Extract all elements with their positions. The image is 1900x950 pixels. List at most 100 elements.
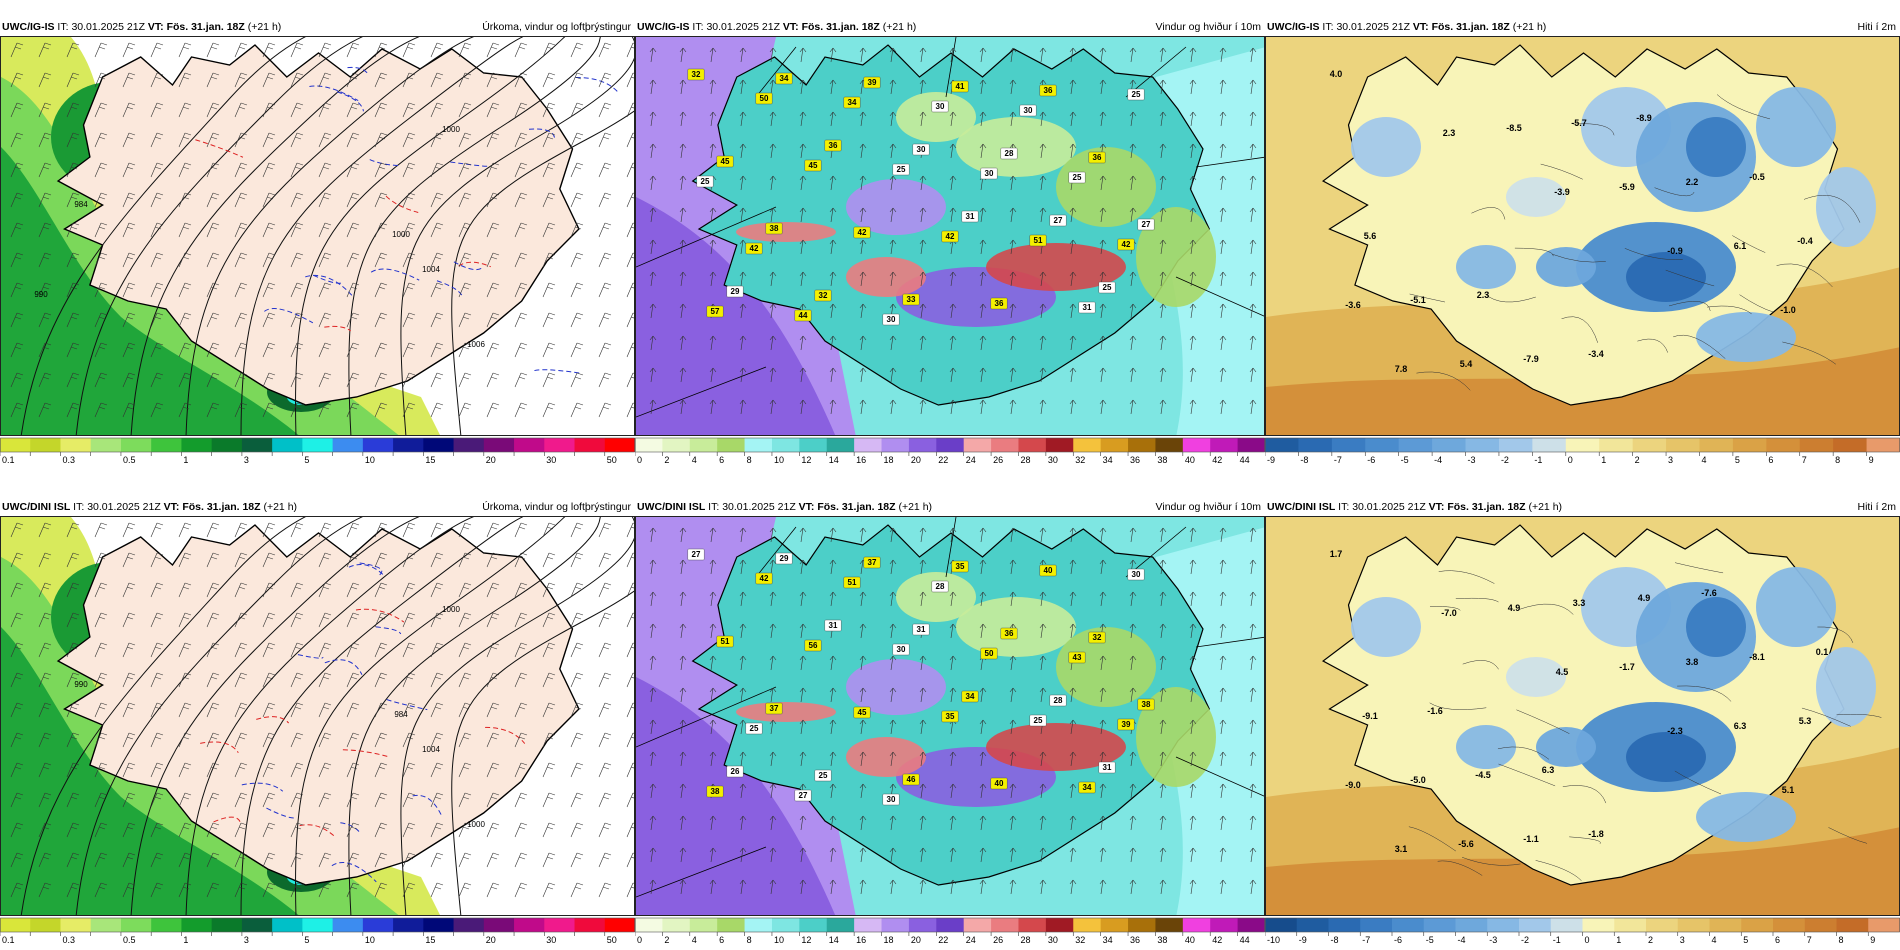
it-label: IT: (708, 501, 720, 513)
gust-label: 36 (824, 139, 842, 152)
colorbar-swatch (771, 438, 800, 452)
svg-text:-0.9: -0.9 (1667, 246, 1683, 256)
gust-label: 36 (990, 297, 1008, 310)
svg-text:45: 45 (809, 161, 818, 170)
colorbar-swatch (908, 438, 937, 452)
gust-label: 32 (814, 289, 832, 302)
svg-text:25: 25 (1034, 716, 1043, 725)
svg-text:39: 39 (868, 78, 877, 87)
gust-label: 31 (1078, 301, 1096, 314)
svg-text:29: 29 (731, 287, 740, 296)
svg-text:984: 984 (394, 710, 408, 719)
svg-text:25: 25 (819, 771, 828, 780)
gust-label: 39 (1117, 718, 1135, 731)
temperature-value: 2.2 (1686, 177, 1699, 187)
gust-label: 44 (794, 309, 812, 322)
colorbar-label: 44 (1240, 455, 1250, 464)
vt-value: Fös. 31.jan. 18Z (817, 501, 896, 513)
svg-text:37: 37 (770, 704, 779, 713)
colorbar-swatch (393, 438, 424, 452)
svg-text:-5.9: -5.9 (1619, 182, 1635, 192)
gust-label: 38 (706, 785, 724, 798)
svg-text:-1.8: -1.8 (1588, 829, 1604, 839)
svg-text:-7.0: -7.0 (1441, 608, 1457, 618)
colorbar-label: 34 (1103, 455, 1113, 464)
panel-header: UWC/DINI ISL IT: 30.01.2025 21Z VT: Fös.… (635, 498, 1265, 516)
gust-label: 30 (912, 143, 930, 156)
colorbar-swatch (1646, 918, 1679, 932)
gust-label: 37 (765, 702, 783, 715)
colorbar-label: 2 (664, 455, 669, 464)
colorbar-label: 6 (1768, 455, 1773, 464)
isobar-label: 1004 (422, 745, 440, 754)
wind-colorbar: 0 2 4 6 8 10 12 14 16 18 20 22 24 26 28 30 32 34 36 38 40 42 4… (635, 436, 1265, 464)
colorbar-swatch (1804, 918, 1837, 932)
svg-text:3.3: 3.3 (1573, 598, 1586, 608)
colorbar-label: 9 (1869, 455, 1874, 464)
svg-text:0.1: 0.1 (1816, 647, 1829, 657)
temperature-value: -1.7 (1619, 662, 1635, 672)
gust-label: 28 (931, 580, 949, 593)
colorbar-label: 10 (774, 935, 784, 944)
vt-label: VT: (798, 501, 815, 513)
colorbar-swatch (1392, 918, 1425, 932)
colorbar-label: 26 (993, 455, 1003, 464)
svg-text:-0.5: -0.5 (1749, 172, 1765, 182)
colorbar-swatch (1018, 438, 1047, 452)
svg-text:-9.1: -9.1 (1362, 711, 1378, 721)
colorbar-label: 22 (938, 455, 948, 464)
precip-map: 1000 1004 1006 1000 984 990 (0, 36, 635, 436)
colorbar-label: 0.5 (123, 455, 136, 464)
gust-label: 42 (941, 230, 959, 243)
colorbar-swatch (574, 438, 606, 452)
vt-value: Fös. 31.jan. 18Z (182, 501, 261, 513)
colorbar-swatch (332, 918, 364, 932)
colorbar-swatch (1265, 918, 1298, 932)
colorbar-swatch (826, 438, 855, 452)
model-name: UWC/DINI ISL (637, 501, 706, 513)
gust-label: 34 (775, 72, 793, 85)
svg-text:-1.1: -1.1 (1523, 834, 1539, 844)
temperature-value: -4.5 (1475, 770, 1491, 780)
colorbar-swatch (771, 918, 800, 932)
svg-text:1000: 1000 (442, 125, 460, 134)
colorbar-label: 5 (304, 935, 309, 944)
temperature-value: 5.1 (1782, 785, 1795, 795)
colorbar-label: 1 (1601, 455, 1606, 464)
colorbar-swatch (1866, 438, 1900, 452)
colorbar-swatch (151, 918, 182, 932)
colorbar-label: 0.1 (2, 935, 15, 944)
temperature-value: -7.6 (1701, 588, 1717, 598)
colorbar-swatch (1398, 438, 1433, 452)
colorbar-swatch (1532, 438, 1567, 452)
isobar-label: 1000 (392, 230, 410, 239)
svg-text:990: 990 (74, 680, 88, 689)
gust-label: 30 (931, 100, 949, 113)
svg-text:30: 30 (897, 645, 906, 654)
iceland-coast (56, 524, 580, 886)
colorbar-label: 40 (1185, 935, 1195, 944)
wind-map: 32 36 31 25 34 30 27 29 39 28 27 32 41 36 38 33 36 45 42 36… (635, 36, 1265, 436)
model-name: UWC/DINI ISL (1267, 501, 1336, 513)
svg-text:-7.9: -7.9 (1523, 354, 1539, 364)
colorbar-label: 15 (425, 935, 435, 944)
svg-text:4.5: 4.5 (1556, 667, 1569, 677)
temperature-value: 4.9 (1508, 603, 1521, 613)
temperature-value: 4.9 (1638, 593, 1651, 603)
colorbar-swatch (1836, 918, 1869, 932)
svg-text:31: 31 (917, 625, 926, 634)
svg-text:31: 31 (829, 621, 838, 630)
colorbar-swatch (1265, 438, 1299, 452)
colorbar-label: 0.3 (62, 455, 75, 464)
colorbar-label: 12 (801, 455, 811, 464)
colorbar-label: 3 (1668, 455, 1673, 464)
svg-text:32: 32 (1093, 633, 1102, 642)
isobar-label: 1000 (442, 605, 460, 614)
colorbar-swatch (1432, 438, 1467, 452)
svg-text:34: 34 (966, 692, 975, 701)
colorbar-swatch (1465, 438, 1500, 452)
svg-text:30: 30 (985, 169, 994, 178)
colorbar-label: 8 (747, 935, 752, 944)
colorbar-swatch (881, 438, 910, 452)
colorbar-swatch (362, 438, 394, 452)
